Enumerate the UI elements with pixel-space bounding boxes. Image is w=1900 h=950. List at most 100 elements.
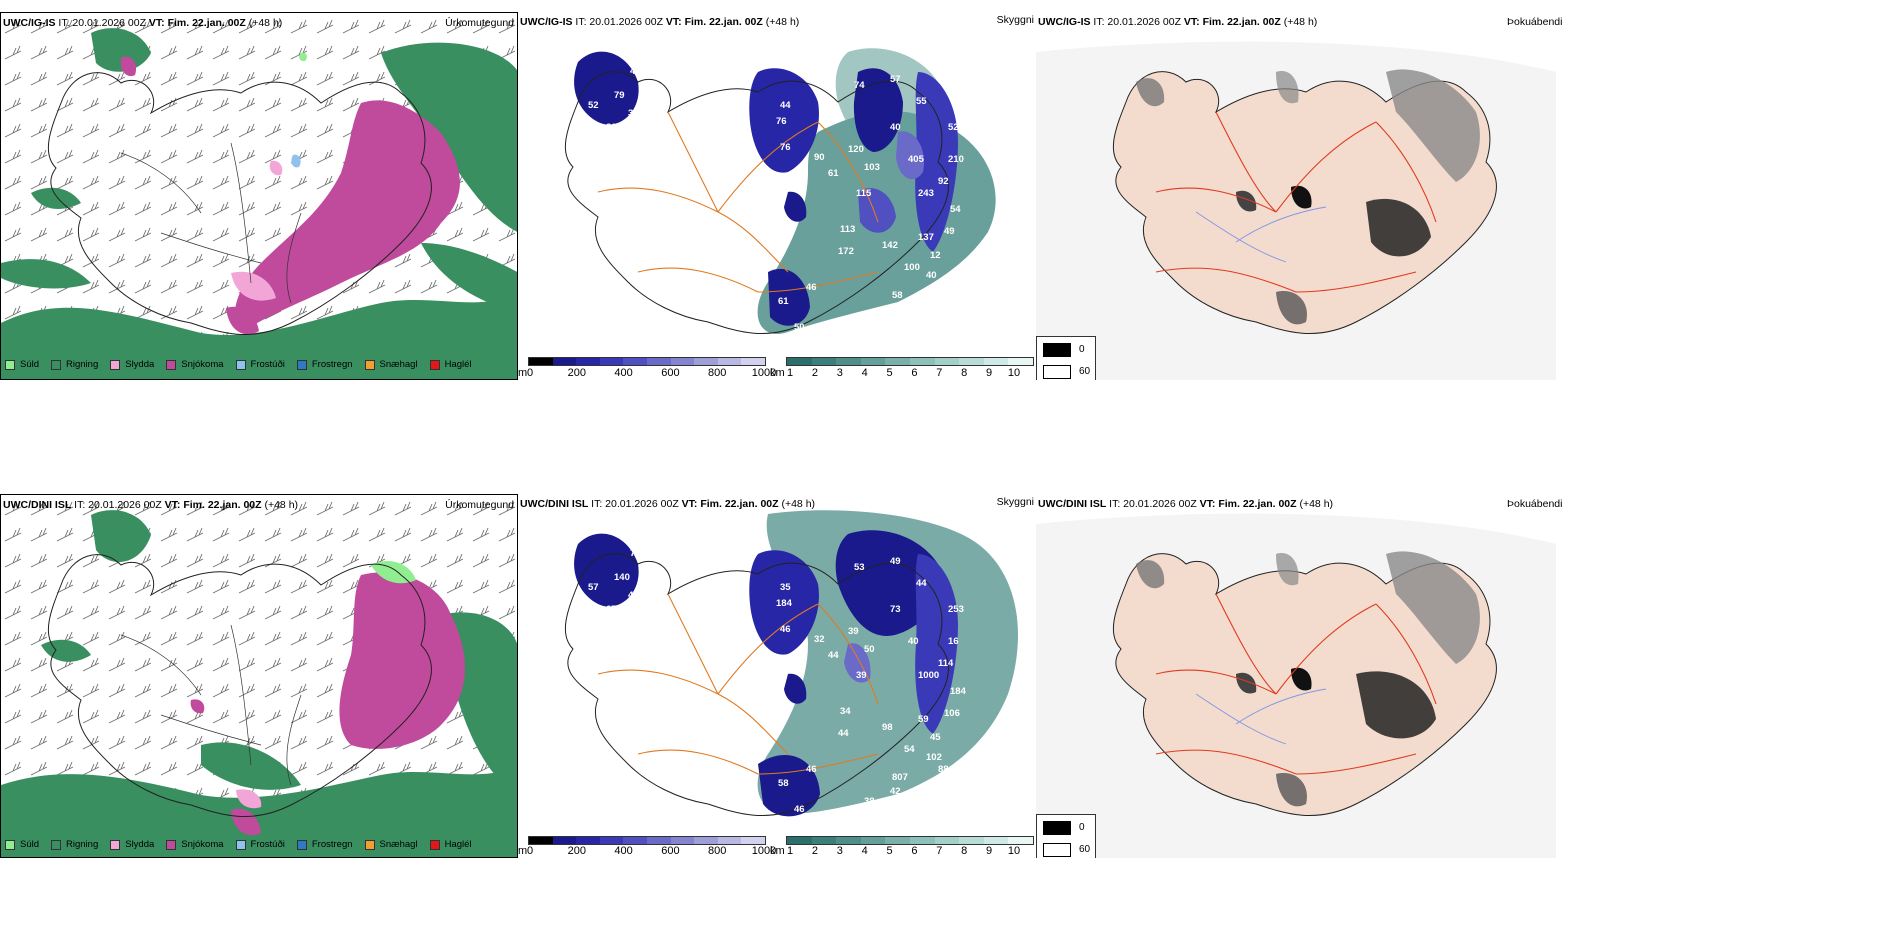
fog-legend: 0 60 (1036, 336, 1096, 380)
colorbar-tick-label: 5 (886, 367, 893, 379)
legend-label: Frostregn (311, 839, 353, 850)
cloud-base-label: 102 (926, 752, 942, 763)
cloud-base-label: 98 (882, 722, 893, 733)
cloud-base-label: 67 (606, 604, 617, 615)
cloud-base-label: 46 (806, 282, 817, 293)
cloud-base-label: 76 (776, 116, 787, 127)
cloud-base-label: 39 (768, 216, 779, 227)
legend-swatch (296, 839, 307, 850)
colorbar-segment (646, 358, 671, 365)
cloud-base-label: 50 (794, 322, 805, 333)
legend-label: Snæhagl (379, 839, 418, 850)
colorbar-segment (694, 837, 718, 844)
cloud-base-label: 74 (854, 80, 865, 91)
legend-swatch (296, 359, 307, 370)
cloud-base-label: 90 (814, 152, 825, 163)
precip-map-1 (1, 13, 517, 379)
colorbar-tick-label: 7 (936, 845, 943, 857)
cloud-base-label: 35 (780, 582, 791, 593)
cloud-base-label: 59 (918, 714, 929, 725)
legend-label: Rigning (66, 839, 99, 850)
cloud-base-label: 1000 (918, 670, 939, 681)
cloud-base-label: 45 (930, 732, 941, 743)
cloud-base-label: 32 (814, 634, 825, 645)
colorbar-tick-label: 1000 (751, 367, 777, 379)
precip-legend: Súld Rigning Slydda Snjókoma Frostúði Fr… (5, 359, 484, 370)
colorbar-segment (909, 837, 935, 844)
legend-swatch (110, 359, 121, 370)
colorbar-segment (529, 358, 553, 365)
cloud-base-label: 142 (882, 240, 898, 251)
legend-label: Haglél (444, 359, 472, 370)
panel-title: Þokuábendi (1507, 16, 1563, 28)
colorbar-tick-label: 9 (986, 367, 993, 379)
fog-legend-swatch (1043, 365, 1071, 379)
cloud-base-label: 61 (828, 168, 839, 179)
cloud-base-label: 48 (630, 66, 641, 77)
cloud-base-label: 30 (628, 108, 639, 119)
colorbar-segment (670, 837, 695, 844)
panel-header: UWC/DINI ISL IT: 20.01.2026 00Z VT: Fim.… (1038, 498, 1334, 510)
cloud-base-label: 16 (948, 636, 959, 647)
panel-title: Úrkomutegund (445, 17, 514, 29)
cloud-base-label: 73 (890, 604, 901, 615)
legend-swatch (429, 359, 440, 370)
colorbar-segment (599, 837, 624, 844)
colorbar-segment (934, 837, 960, 844)
visibility-colorbar (786, 836, 1034, 845)
colorbar-tick-label: 1 (786, 367, 794, 379)
cloud-base-label: 184 (950, 686, 967, 697)
legend-item: Rigning (51, 359, 98, 370)
cloud-base-label: 50 (864, 644, 875, 655)
colorbar-tick-label: 8 (961, 367, 968, 379)
colorbar-segment (694, 358, 718, 365)
fog-legend: 0 60 (1036, 814, 1096, 858)
cloud-base-label: 39 (856, 670, 867, 681)
fog-panel-1: UWC/IG-IS IT: 20.01.2026 00Z VT: Fim. 22… (1036, 12, 1900, 380)
fog-legend-label: 60 (1079, 844, 1091, 855)
legend-label: Frostúði (250, 839, 285, 850)
cloud-base-label: 42 (618, 126, 629, 137)
cloud-base-colorbar (528, 357, 766, 366)
precip-legend: Súld Rigning Slydda Snjókoma Frostúði Fr… (5, 839, 484, 850)
panel-header: UWC/DINI ISL IT: 20.01.2026 00Z VT: Fim.… (3, 499, 299, 511)
clouds-panel-1: 75 48 79 52 30 42 81 74 57 55 44 76 76 90 61 120 103 40 11… (518, 12, 1036, 380)
cloud-base-label: 44 (828, 650, 839, 661)
precip-map-2 (1, 495, 517, 857)
colorbar-segment (623, 358, 647, 365)
legend-item: Frostúði (235, 359, 285, 370)
legend-swatch (429, 839, 440, 850)
cloud-base-label: 106 (944, 708, 960, 719)
legend-item: Slydda (110, 359, 154, 370)
cloud-base-label: 58 (892, 290, 903, 301)
colorbar-tick-label: 600 (661, 367, 680, 379)
cloud-base-label: 223 (890, 304, 906, 315)
fog-legend-label: 0 (1079, 344, 1085, 355)
colorbar-segment (1008, 358, 1033, 365)
cloud-base-label: 81 (606, 122, 617, 133)
colorbar-segment (959, 837, 984, 844)
legend-item: Haglél (429, 359, 472, 370)
cloud-base-label: 207 (762, 712, 778, 723)
cloud-base-label: 92 (938, 176, 949, 187)
colorbar-segment (860, 358, 886, 365)
legend-label: Haglél (444, 839, 472, 850)
cloud-base-label: 40 (926, 270, 937, 281)
cloud-base-label: 49 (890, 556, 901, 567)
cloud-base-ticks: 0 200 400 600 800 1000 (527, 367, 776, 380)
colorbar-tick-label: 1000 (751, 845, 777, 857)
colorbar-segment (576, 837, 600, 844)
cloud-base-label: 807 (892, 772, 908, 783)
cloud-base-label: 405 (908, 154, 925, 165)
colorbar-tick-label: 800 (708, 845, 727, 857)
cloud-base-label: 100 (904, 262, 920, 273)
cloud-base-label: 88 (938, 764, 949, 775)
panel-header: UWC/IG-IS IT: 20.01.2026 00Z VT: Fim. 22… (3, 17, 283, 29)
legend-item: Frostúði (235, 839, 285, 850)
cloud-base-label: 243 (918, 188, 934, 199)
colorbar-segment (576, 358, 600, 365)
colorbar-segment (860, 837, 886, 844)
legend-swatch (5, 839, 15, 850)
colorbar-segment (836, 358, 861, 365)
colorbar-segment (717, 837, 742, 844)
